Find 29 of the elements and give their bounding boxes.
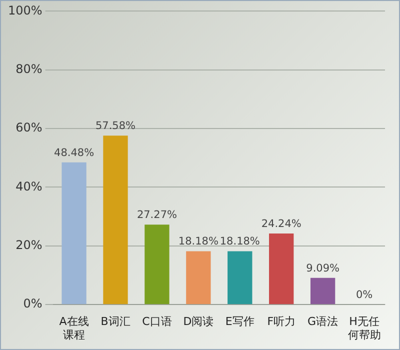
data-label: 18.18% — [178, 236, 218, 248]
y-tick-label: 100% — [8, 3, 42, 18]
data-label: 0% — [356, 289, 373, 302]
y-tick-label: 0% — [23, 296, 42, 311]
data-label: 9.09% — [306, 262, 340, 274]
bar — [269, 233, 294, 304]
data-label: 18.18% — [220, 236, 260, 248]
bar — [103, 136, 128, 304]
x-tick-label: G语法 — [308, 315, 338, 328]
data-label: 24.24% — [261, 218, 302, 230]
data-label: 57.58% — [95, 120, 136, 132]
bar — [144, 224, 170, 304]
y-tick-label: 60% — [16, 120, 42, 135]
y-tick-label: 20% — [16, 238, 42, 252]
data-label: 27.27% — [136, 209, 177, 222]
x-tick-label: A在线课程 — [59, 315, 89, 342]
x-tick-label: E写作 — [225, 315, 254, 328]
y-tick-label: 40% — [16, 179, 42, 194]
data-label: 48.48% — [54, 146, 94, 159]
x-tick-label: D阅读 — [183, 315, 214, 328]
bar — [310, 278, 336, 304]
bar — [62, 162, 86, 304]
bar — [228, 251, 252, 304]
x-tick-label: C口语 — [142, 315, 172, 328]
y-tick-label: 80% — [16, 62, 42, 76]
x-tick-label: B词汇 — [100, 315, 130, 328]
x-tick-label: F听力 — [267, 315, 296, 328]
x-tick-label: H无任何帮助 — [348, 315, 381, 342]
bar — [186, 251, 211, 304]
